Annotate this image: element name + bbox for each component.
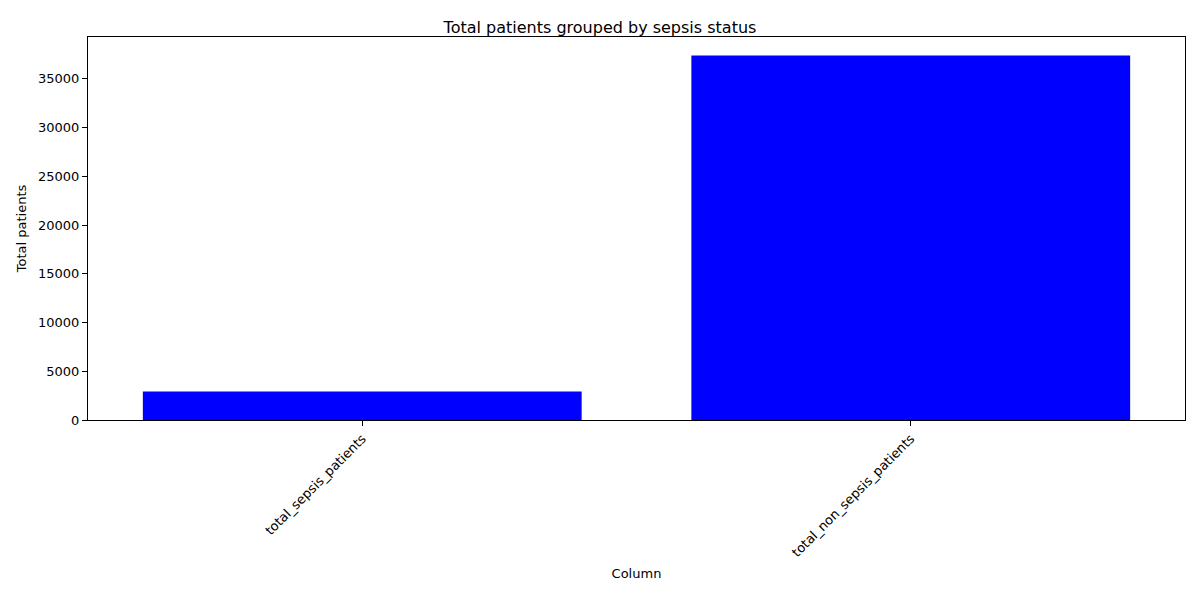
svg-text:35000: 35000 (38, 71, 79, 86)
svg-text:Column: Column (612, 566, 662, 581)
svg-text:0: 0 (71, 413, 79, 428)
svg-text:30000: 30000 (38, 120, 79, 135)
svg-text:20000: 20000 (38, 218, 79, 233)
svg-text:Total patients: Total patients (14, 185, 29, 274)
svg-text:total_sepsis_patients: total_sepsis_patients (262, 431, 369, 538)
svg-text:Total patients grouped by seps: Total patients grouped by sepsis status (443, 18, 757, 37)
svg-text:25000: 25000 (38, 169, 79, 184)
svg-text:total_non_sepsis_patients: total_non_sepsis_patients (789, 431, 918, 560)
svg-text:10000: 10000 (38, 315, 79, 330)
svg-text:5000: 5000 (46, 364, 79, 379)
svg-text:15000: 15000 (38, 266, 79, 281)
